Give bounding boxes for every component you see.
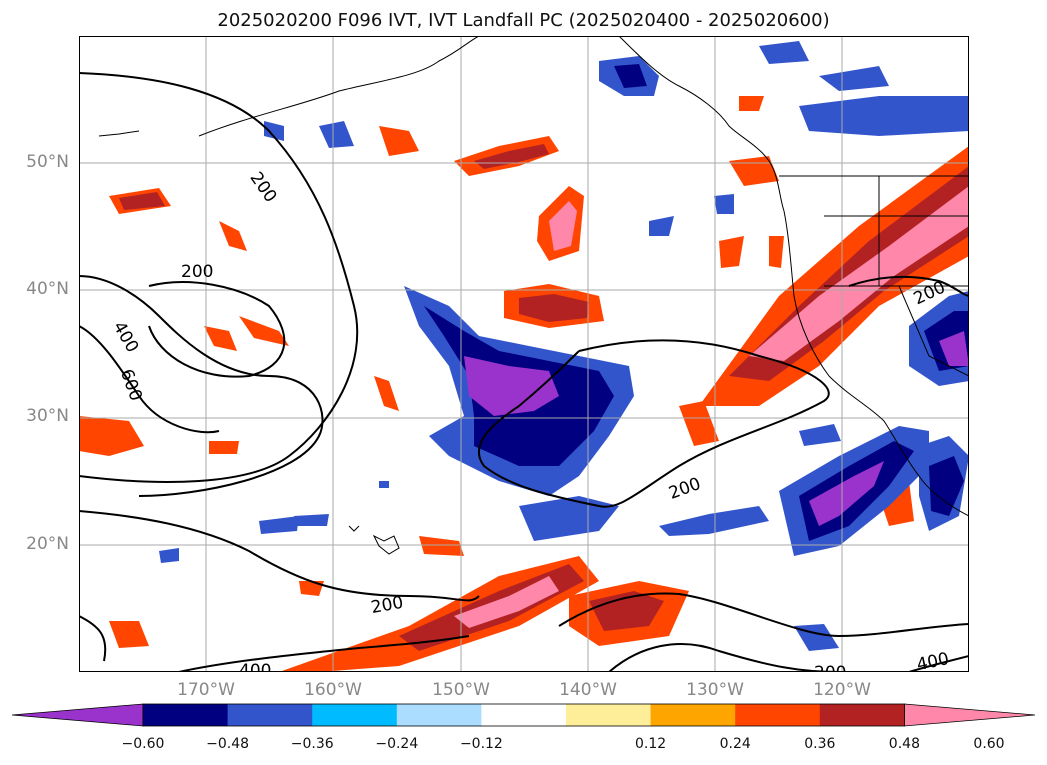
colorbar-swatch	[396, 704, 482, 726]
colorbar-swatch	[312, 704, 398, 726]
colorbar-swatch	[227, 704, 313, 726]
lat-label: 40°N	[26, 279, 69, 299]
graticule	[79, 36, 969, 672]
map-canvas: 200 200 400 600 200 200 200 400 400 200	[79, 36, 969, 672]
negative-anomaly-fields	[159, 41, 969, 651]
colorbar-swatch	[819, 704, 905, 726]
lon-label: 150°W	[432, 680, 490, 700]
map-border	[79, 36, 969, 672]
colorbar-tick-label: 0.12	[635, 736, 667, 752]
lon-label: 140°W	[559, 680, 617, 700]
colorbar-tick-label: 0.36	[804, 736, 836, 752]
colorbar-extend-low	[11, 703, 144, 727]
map-title: 2025020200 F096 IVT, IVT Landfall PC (20…	[217, 10, 830, 31]
colorbar-extend-high	[904, 703, 1036, 727]
coastlines	[98, 36, 969, 555]
lat-label: 30°N	[26, 406, 69, 426]
positive-anomaly-fields	[79, 96, 969, 672]
colorbar-tick-label: −0.48	[206, 736, 250, 752]
colorbar-tick-label: 0.48	[888, 736, 920, 752]
colorbar-tick-label: −0.36	[290, 736, 334, 752]
contour-label: 400	[239, 661, 271, 672]
lon-label: 120°W	[813, 680, 871, 700]
lat-label: 50°N	[26, 152, 69, 172]
contour-label: 200	[369, 593, 404, 618]
lat-label: 20°N	[26, 534, 69, 554]
contour-label: 600	[116, 366, 146, 403]
colorbar-swatch	[735, 704, 821, 726]
colorbar-tick-label: 0.24	[719, 736, 751, 752]
lon-label: 160°W	[304, 680, 362, 700]
colorbar	[11, 703, 1036, 727]
colorbar-tick-label: −0.24	[375, 736, 419, 752]
contour-label: 200	[246, 168, 281, 206]
colorbar-swatch	[566, 704, 652, 726]
colorbar-swatch	[650, 704, 736, 726]
colorbar-tick-label: −0.60	[121, 736, 165, 752]
lon-label: 170°W	[177, 680, 235, 700]
map-panel: 200 200 400 600 200 200 200 400 400 200	[79, 36, 969, 672]
colorbar-swatch	[143, 704, 229, 726]
contour-label: 200	[666, 474, 703, 504]
ivt-contours	[79, 72, 969, 672]
lon-label: 130°W	[686, 680, 744, 700]
contour-label: 200	[181, 262, 213, 282]
colorbar-tick-label: 0.60	[973, 736, 1005, 752]
contour-label: 200	[814, 663, 846, 672]
colorbar-swatch	[481, 704, 567, 726]
contour-label: 400	[109, 318, 143, 356]
contour-label: 400	[915, 649, 951, 672]
colorbar-tick-label: −0.12	[459, 736, 503, 752]
